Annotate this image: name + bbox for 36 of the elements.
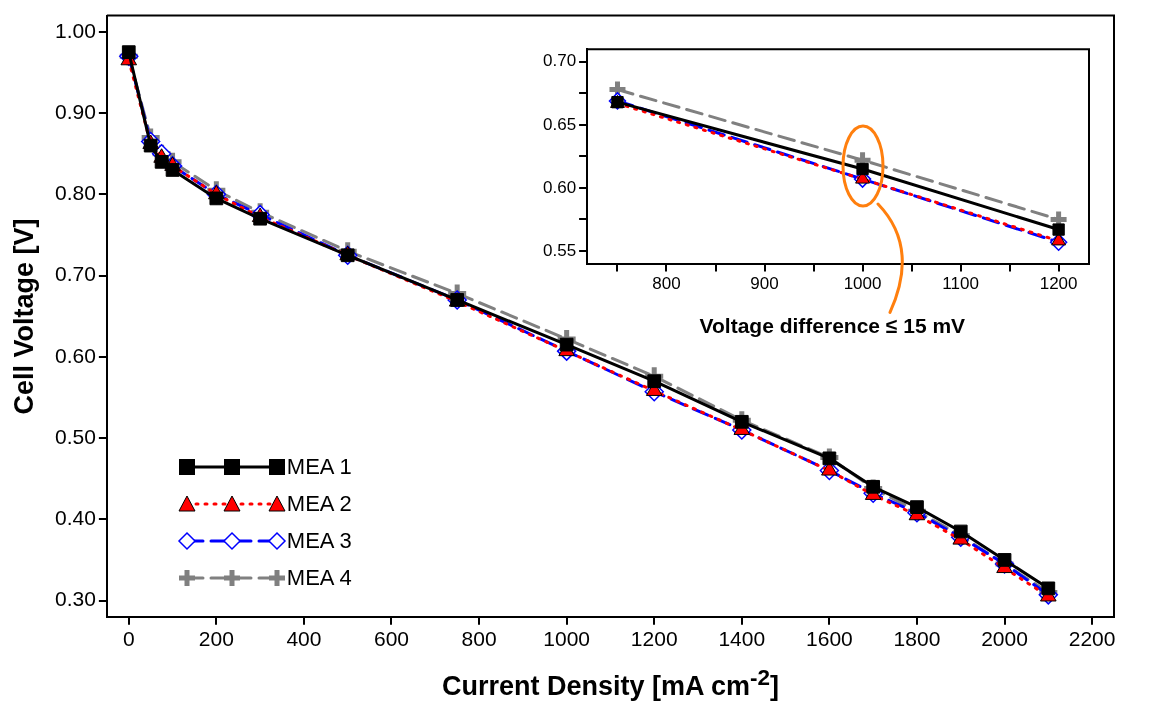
- y-tick-label: 0.40: [55, 506, 96, 530]
- legend-label: MEA 1: [286, 454, 352, 481]
- x-tick-label: 2000: [981, 627, 1028, 651]
- x-tick-label: 900: [750, 274, 779, 294]
- y-tick-label: 0.60: [542, 177, 577, 197]
- x-tick-label: 800: [652, 274, 681, 294]
- x-tick-label: 400: [286, 627, 322, 651]
- x-tick-label: 1600: [806, 627, 853, 651]
- y-tick-label: 0.60: [55, 343, 96, 367]
- y-axis-title: Cell Voltage [V]: [8, 218, 40, 415]
- y-tick-label: 0.55: [542, 240, 577, 260]
- y-tick-label: 0.90: [55, 99, 96, 123]
- y-tick-label: 0.30: [55, 587, 96, 611]
- legend-label: MEA 2: [286, 491, 352, 518]
- annotation: Voltage difference ≤ 15 mV: [699, 314, 966, 338]
- x-tick-label: 1400: [718, 627, 766, 651]
- x-tick-label: 1100: [942, 274, 979, 294]
- legend-label: MEA 4: [286, 565, 352, 592]
- x-tick-label: 1800: [893, 627, 941, 651]
- x-tick-label: 800: [461, 627, 497, 651]
- y-tick-label: 0.50: [55, 424, 96, 448]
- x-tick-label: 1200: [630, 627, 678, 651]
- y-tick-label: 0.80: [55, 181, 96, 205]
- x-tick-label: 200: [198, 627, 234, 651]
- x-tick-label: 2200: [1068, 627, 1116, 651]
- y-tick-label: 1.00: [55, 18, 96, 42]
- y-tick-label: 0.70: [542, 51, 577, 71]
- y-tick-label: 0.70: [55, 262, 96, 286]
- y-tick-label: 0.65: [542, 114, 577, 134]
- x-axis-title: Current Density [mA cm$^{-2}$]: [441, 664, 779, 702]
- legend-label: MEA 3: [286, 528, 352, 555]
- x-tick-label: 600: [373, 627, 410, 651]
- x-tick-label: 1200: [1039, 274, 1078, 294]
- x-tick-label: 0: [122, 627, 135, 651]
- x-tick-label: 1000: [843, 274, 882, 294]
- x-tick-label: 1000: [543, 627, 591, 651]
